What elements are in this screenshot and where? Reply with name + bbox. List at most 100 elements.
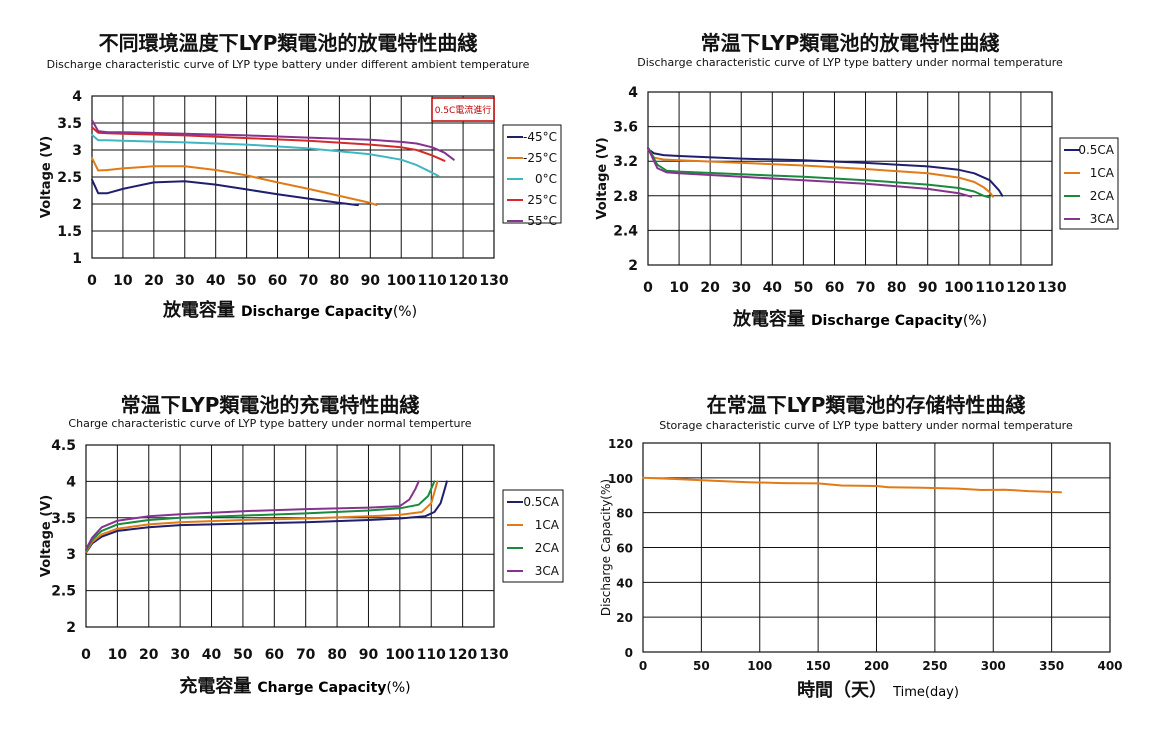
grid [85, 444, 495, 628]
x-tick-label: 130 [479, 273, 508, 289]
x-tick-label: 80 [330, 273, 350, 289]
x-tick-label: 200 [864, 659, 889, 673]
legend-label: -45°C [523, 130, 557, 144]
y-tick-label: 1 [72, 251, 82, 267]
plot-frame [91, 95, 495, 259]
legend-label: 0.5CA [523, 495, 559, 509]
x-tick-label: 50 [237, 273, 257, 289]
legend-label: 1CA [1090, 166, 1115, 180]
x-axis-label-en: Charge Capacity [257, 680, 386, 696]
annotation-box [431, 97, 495, 122]
y-axis-label: Voltage (V) [39, 495, 54, 577]
y-tick-label: 2.5 [51, 584, 76, 600]
chart-title: 在常温下LYP類電池的存储特性曲綫 [707, 393, 1026, 417]
x-tick-label: 100 [747, 659, 772, 673]
plot-frame [647, 91, 1053, 266]
y-tick-label: 3.6 [613, 120, 638, 136]
legend-label: 55°C [527, 214, 557, 228]
x-tick-label: 70 [296, 647, 316, 663]
x-tick-label: 20 [144, 273, 164, 289]
y-tick-label: 2 [66, 620, 76, 636]
legend-box [502, 124, 562, 224]
y-tick-label: 1.5 [57, 224, 82, 240]
plot-frame [642, 442, 1111, 653]
chart-4: 在常温下LYP類電池的存储特性曲綫 Storage characteristic … [599, 393, 1123, 701]
x-tick-label: 30 [731, 280, 751, 296]
legend-label: 2CA [535, 541, 560, 555]
grid [91, 95, 495, 259]
x-tick-label: 80 [327, 647, 347, 663]
x-tick-label: 110 [418, 273, 447, 289]
y-axis-label: Voltage (V) [595, 137, 610, 219]
x-axis-label-en: Discharge Capacity [241, 304, 393, 320]
x-tick-label: 80 [887, 280, 907, 296]
x-tick-label: 60 [265, 647, 285, 663]
chart-title: 不同環境溫度下LYP類電池的放電特性曲綫 [99, 31, 478, 55]
x-tick-label: 60 [268, 273, 288, 289]
legend-label: 25°C [527, 193, 557, 207]
series-line-1CA [647, 148, 994, 198]
y-tick-label: 3 [72, 143, 82, 159]
y-tick-label: 120 [608, 437, 633, 451]
x-axis-label-cn: 充電容量 [179, 675, 251, 697]
annotation-text: 0.5C電流進行 [435, 104, 492, 116]
x-tick-label: 130 [1037, 280, 1066, 296]
x-tick-label: 100 [944, 280, 973, 296]
x-axis-label-en: Time(day) [892, 685, 959, 700]
x-tick-label: 20 [139, 647, 159, 663]
y-tick-label: 3.5 [51, 511, 76, 527]
legend-label: -25°C [523, 151, 557, 165]
chart-subtitle: Storage characteristic curve of LYP type… [659, 419, 1073, 432]
chart-subtitle: Charge characteristic curve of LYP type … [68, 417, 471, 430]
series-line-1CA [85, 480, 439, 553]
x-axis-label: 充電容量 Charge Capacity(%) [179, 675, 410, 697]
series-line--45C [91, 178, 359, 207]
x-tick-label: 60 [825, 280, 845, 296]
grid [642, 442, 1111, 653]
x-tick-label: 250 [922, 659, 947, 673]
x-tick-label: 70 [299, 273, 319, 289]
x-axis-label: 放電容量 Discharge Capacity(%) [732, 308, 987, 330]
x-tick-label: 130 [479, 647, 508, 663]
x-axis-label-unit: (%) [386, 680, 410, 696]
x-tick-label: 10 [113, 273, 133, 289]
x-tick-label: 120 [448, 273, 477, 289]
x-axis-label-cn: 放電容量 [732, 308, 805, 330]
legend-label: 3CA [535, 564, 560, 578]
x-tick-label: 110 [975, 280, 1004, 296]
x-axis-label-unit: (%) [963, 313, 987, 329]
y-tick-label: 3.5 [57, 116, 82, 132]
x-tick-label: 30 [170, 647, 190, 663]
x-tick-label: 40 [763, 280, 783, 296]
x-tick-label: 20 [700, 280, 720, 296]
x-tick-label: 0 [87, 273, 97, 289]
x-tick-label: 120 [1006, 280, 1035, 296]
x-tick-label: 100 [387, 273, 416, 289]
grid [647, 91, 1053, 266]
y-tick-label: 2.5 [57, 170, 82, 186]
series-line-3CA [85, 480, 420, 551]
legend-label: 0°C [535, 172, 557, 186]
x-axis-label-unit: (%) [393, 304, 417, 320]
x-tick-label: 50 [233, 647, 253, 663]
y-tick-label: 20 [616, 611, 633, 625]
y-axis-label: Voltage (V) [39, 136, 54, 218]
x-tick-label: 120 [448, 647, 477, 663]
y-tick-label: 0 [625, 646, 633, 660]
x-tick-label: 350 [1039, 659, 1064, 673]
y-tick-label: 80 [616, 507, 633, 521]
series-line-05CA [647, 148, 1004, 197]
x-tick-label: 10 [669, 280, 689, 296]
y-tick-label: 4 [628, 85, 638, 101]
series-line-0C [91, 133, 440, 177]
y-tick-label: 60 [616, 542, 633, 556]
x-tick-label: 70 [856, 280, 876, 296]
series-line-05CA [85, 480, 448, 554]
chart-title: 常温下LYP類電池的放電特性曲綫 [701, 31, 1000, 55]
series-line-2CA [647, 146, 991, 199]
x-tick-label: 110 [417, 647, 446, 663]
y-tick-label: 2.4 [613, 223, 638, 239]
x-tick-label: 0 [639, 659, 647, 673]
